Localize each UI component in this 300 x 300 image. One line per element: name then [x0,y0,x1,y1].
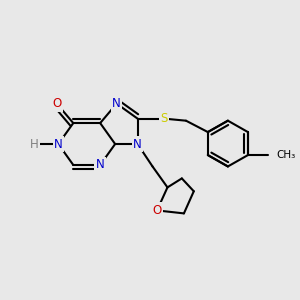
Text: N: N [112,97,121,110]
Text: O: O [52,97,62,110]
Text: H: H [30,137,39,151]
Text: S: S [160,112,168,125]
Text: N: N [96,158,105,172]
Text: N: N [54,137,63,151]
Text: N: N [133,137,142,151]
Text: O: O [152,204,162,217]
Text: CH₃: CH₃ [276,150,296,160]
